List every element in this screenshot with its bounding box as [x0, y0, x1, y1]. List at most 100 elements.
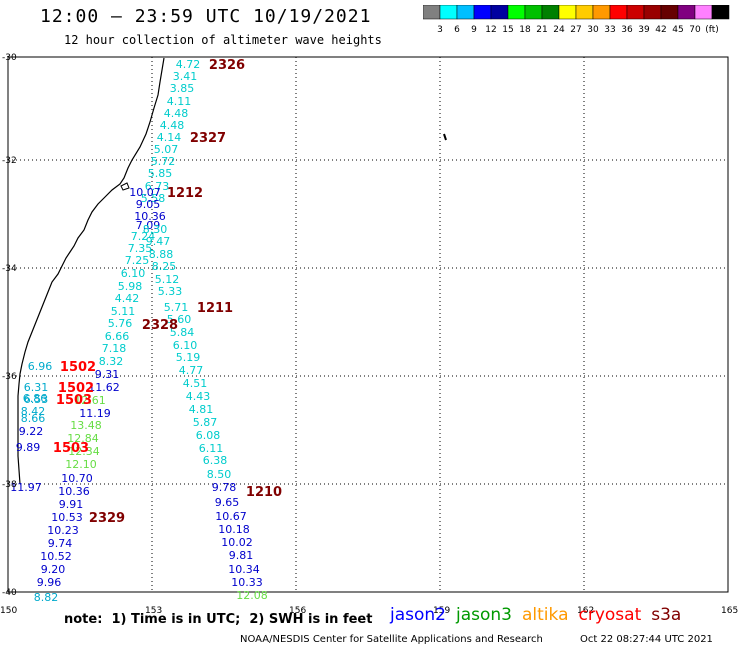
longitude-label: 150 — [0, 606, 17, 616]
wave-height-value: 12.84 — [67, 432, 99, 445]
color-swatch — [473, 5, 492, 20]
wave-height-value: 6.86 — [23, 392, 48, 405]
wave-height-value: 7.24 — [131, 230, 156, 243]
pass-number-label: 2328 — [142, 318, 178, 333]
wave-height-value: 4.43 — [186, 390, 211, 403]
wave-height-value: 9.81 — [229, 549, 254, 562]
wave-height-value: 6.73 — [145, 180, 170, 193]
wave-height-value: 6.31 — [24, 381, 49, 394]
color-swatch — [677, 5, 696, 20]
wave-height-value: 5.11 — [111, 305, 136, 318]
color-swatch — [456, 5, 475, 20]
pass-number-label: 2327 — [190, 131, 226, 146]
wave-height-value: 8.30 — [143, 223, 168, 236]
wave-height-value: 4.48 — [160, 119, 185, 132]
wave-height-value: 5.85 — [148, 167, 173, 180]
wave-height-value: 8.32 — [99, 355, 124, 368]
color-scale-label: 42 — [655, 25, 666, 35]
pass-number-label: 1210 — [246, 485, 282, 500]
color-scale-label: 39 — [638, 25, 650, 35]
wave-height-value: 10.07 — [129, 186, 161, 199]
wave-height-value: 6.66 — [105, 330, 130, 343]
wave-height-value: 7.18 — [102, 342, 127, 355]
color-swatch — [626, 5, 645, 20]
latitude-label: -38 — [2, 480, 17, 490]
wave-height-value: 10.36 — [58, 485, 90, 498]
wave-height-value: 6.10 — [121, 267, 146, 280]
wave-height-value: 10.18 — [218, 523, 250, 536]
color-scale-label: 45 — [672, 25, 683, 35]
color-scale-label: 24 — [553, 25, 565, 35]
color-scale-label: (ft) — [705, 25, 719, 35]
footer-note: note: 1) Time is in UTC; 2) SWH is in fe… — [64, 612, 373, 627]
wave-height-value: 9.65 — [215, 496, 240, 509]
pass-number-label: 1211 — [197, 301, 233, 316]
color-scale-label: 30 — [587, 25, 599, 35]
longitude-label: 162 — [577, 606, 594, 616]
wave-height-value: 9.89 — [16, 441, 41, 454]
wave-height-value: 12.61 — [74, 394, 106, 407]
wave-height-value: 8.50 — [207, 468, 232, 481]
wave-height-value: 5.98 — [118, 280, 143, 293]
pass-number-label: 1503 — [56, 393, 92, 408]
color-swatch — [660, 5, 679, 20]
pass-number-label: 1212 — [167, 186, 203, 201]
color-swatch — [439, 5, 458, 20]
wave-height-value: 6.38 — [203, 454, 228, 467]
wave-height-value: 5.71 — [164, 301, 189, 314]
color-scale-label: 27 — [570, 25, 581, 35]
wave-height-value: 7.09 — [136, 219, 161, 232]
color-swatch — [694, 5, 713, 20]
wave-height-value: 5.12 — [155, 273, 180, 286]
wave-height-value: 9.31 — [95, 368, 120, 381]
wave-height-value: 5.84 — [170, 326, 195, 339]
color-scale-label: 6 — [454, 25, 460, 35]
longitude-label: 153 — [145, 606, 162, 616]
wave-height-value: 10.53 — [51, 511, 83, 524]
color-scale-bar: 3 6 9 12 15 18 21 24 27 30 33 36 39 42 45 70 (ft) — [423, 5, 730, 35]
latitude-label: -32 — [2, 156, 17, 166]
wave-height-value: 4.81 — [189, 403, 214, 416]
wave-height-value: 10.70 — [61, 472, 93, 485]
axis-labels: -30 -32 -34 -36 -38 -40 150 153 156 159 162 165 — [0, 53, 738, 616]
wave-height-value: 9.78 — [212, 481, 237, 494]
wave-height-value: 8.82 — [34, 591, 59, 604]
color-swatch — [507, 5, 526, 20]
wave-height-value: 4.72 — [176, 58, 201, 71]
wave-height-value: 6.10 — [173, 339, 198, 352]
wave-height-value: 9.91 — [59, 498, 84, 511]
wave-height-value: 6.08 — [196, 429, 221, 442]
legend-item-altika: altika — [522, 605, 569, 625]
wave-height-value: 4.51 — [183, 377, 208, 390]
wave-height-value: 5.87 — [193, 416, 218, 429]
color-scale-label: 12 — [485, 25, 496, 35]
latitude-label: -40 — [2, 588, 17, 598]
wave-height-value: 8.42 — [21, 405, 46, 418]
wave-height-value: 12.34 — [68, 445, 100, 458]
wave-height-value: 4.77 — [179, 364, 204, 377]
wave-height-value: 11.62 — [88, 381, 120, 394]
wave-height-value: 10.67 — [215, 510, 247, 523]
color-scale-label: 18 — [519, 25, 531, 35]
pass-number-label: 1502 — [60, 360, 96, 375]
wave-height-value: 10.52 — [40, 550, 72, 563]
legend-item-cryosat: cryosat — [578, 605, 642, 625]
wave-height-value: 5.58 — [141, 192, 166, 205]
color-swatch — [609, 5, 628, 20]
wave-height-value: 8.25 — [152, 260, 177, 273]
color-swatch — [711, 5, 730, 20]
wave-height-value: 9.47 — [146, 235, 171, 248]
wave-height-value: 10.33 — [231, 576, 263, 589]
wave-height-value: 10.02 — [221, 536, 253, 549]
wave-height-value: 13.48 — [70, 419, 102, 432]
latitude-label: -34 — [2, 264, 17, 274]
coastline — [17, 57, 447, 485]
wave-height-value: 4.48 — [164, 107, 189, 120]
satellite-legend: jason2 jason3 altika cryosat s3a — [390, 605, 691, 625]
wave-height-value: 3.41 — [173, 70, 198, 83]
latitude-label: -36 — [2, 372, 17, 382]
wave-height-value: 6.53 — [24, 393, 49, 406]
wave-height-value: 7.25 — [125, 254, 150, 267]
color-swatch — [558, 5, 577, 20]
